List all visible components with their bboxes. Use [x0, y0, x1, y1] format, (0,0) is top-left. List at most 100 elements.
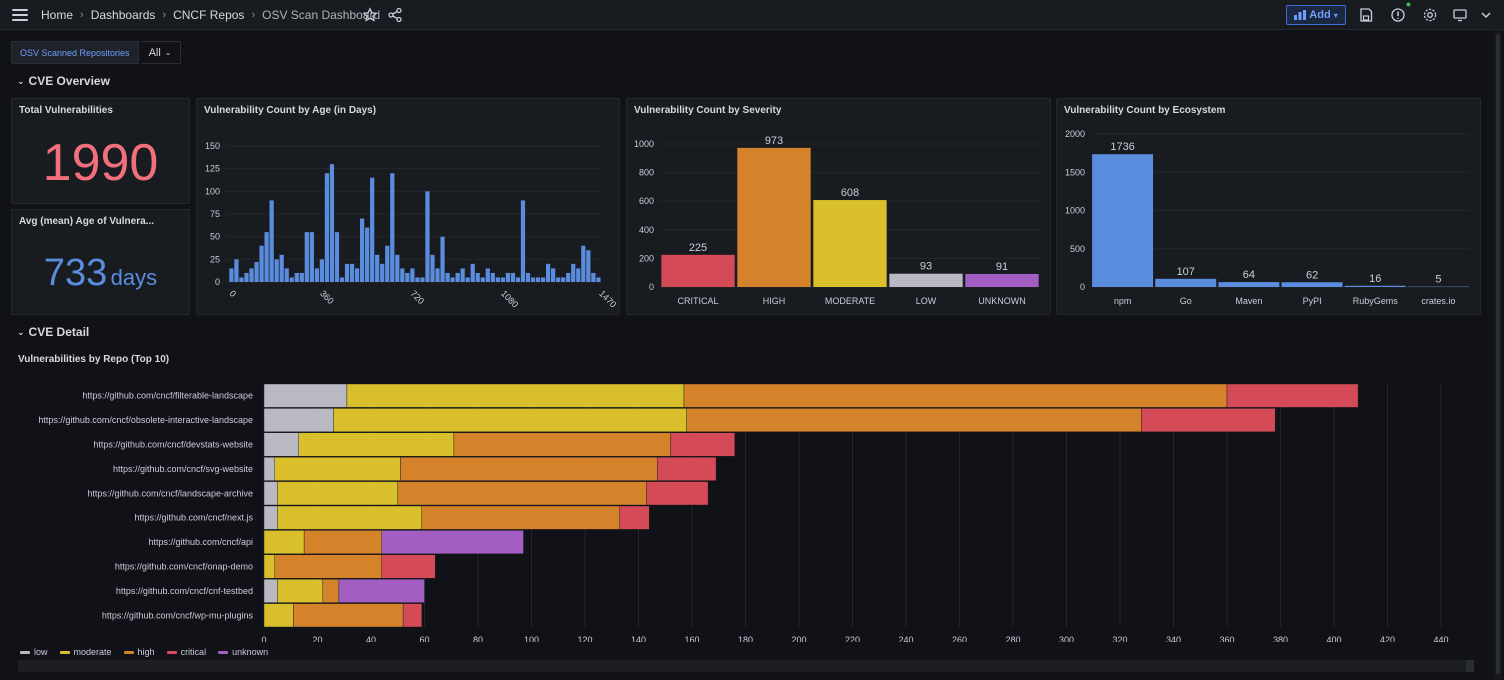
star-icon[interactable]	[362, 7, 378, 23]
add-button-label: Add	[1309, 9, 1331, 21]
y-tick-label: 1000	[634, 139, 654, 149]
repo-bar-low	[263, 383, 348, 408]
legend-item-critical[interactable]: critical	[166, 647, 206, 657]
breadcrumb-dashboards[interactable]: Dashboards	[90, 8, 156, 22]
repo-bar-critical	[1141, 408, 1276, 433]
bar-maven	[1218, 282, 1280, 287]
breadcrumb-folder[interactable]: CNCF Repos	[173, 8, 245, 22]
legend-item-high[interactable]: high	[123, 647, 155, 657]
repo-stacked-bar-chart: 0 20 40 60 80 100 120 140 160 180 200 220 240 260 280 3…	[38, 383, 1449, 642]
bar-npm	[1092, 154, 1154, 287]
filter-label: OSV Scanned Repositories	[11, 41, 139, 64]
row-title: CVE Overview	[28, 74, 110, 88]
filter-select[interactable]: All ⌄	[140, 41, 181, 64]
panel-total-vulnerabilities[interactable]: Total Vulnerabilities 1990	[11, 98, 190, 204]
repo-label: https://github.com/cncf/wp-mu-plugins	[102, 610, 254, 620]
repo-bar-critical	[402, 603, 423, 628]
repo-bar-moderate	[263, 603, 294, 628]
age-bar	[571, 263, 576, 282]
panel-average-age[interactable]: Avg (mean) Age of Vulnera... 733 days	[11, 209, 190, 315]
y-tick-label: 800	[639, 168, 654, 178]
x-tick-label: Maven	[1235, 296, 1262, 306]
legend-item-unknown[interactable]: unknown	[218, 647, 268, 657]
age-bar	[440, 236, 445, 282]
x-tick-label: UNKNOWN	[978, 296, 1026, 306]
age-bar	[460, 268, 465, 282]
x-tick-label: 320	[1112, 635, 1127, 642]
panel-vulnerability-severity[interactable]: Vulnerability Count by Severity 0 200 400 6…	[626, 98, 1051, 315]
age-bar	[294, 272, 299, 282]
legend-swatch	[20, 650, 30, 654]
age-bar	[380, 263, 385, 282]
chevron-down-icon[interactable]	[1478, 7, 1494, 23]
vertical-scrollbar-thumb[interactable]	[1496, 34, 1500, 674]
monitor-icon[interactable]	[1452, 7, 1468, 23]
panel-vulnerability-ecosystem[interactable]: Vulnerability Count by Ecosystem 0 500 100…	[1056, 98, 1481, 315]
age-bar	[425, 191, 430, 282]
x-tick-label: 120	[577, 635, 592, 642]
x-tick-label: 240	[898, 635, 913, 642]
legend-label: low	[34, 647, 48, 657]
repo-bar-moderate	[277, 505, 423, 530]
gear-icon[interactable]	[1422, 7, 1438, 23]
age-bar	[546, 263, 551, 282]
save-icon[interactable]	[1358, 7, 1374, 23]
age-bar	[490, 272, 495, 282]
x-tick-label: 1470	[597, 288, 618, 309]
breadcrumb-home[interactable]: Home	[41, 8, 74, 22]
repo-label: https://github.com/cncf/next.js	[134, 513, 253, 523]
age-bar	[354, 268, 360, 282]
y-tick-label: 150	[205, 141, 220, 151]
age-bar	[234, 259, 239, 282]
repo-label: https://github.com/cncf/devstats-website	[93, 440, 253, 450]
row-cve-detail[interactable]: ⌄ CVE Detail	[17, 325, 89, 339]
insights-icon[interactable]	[1390, 7, 1406, 23]
x-tick-label: 220	[845, 635, 860, 642]
age-bar	[551, 268, 556, 282]
bar-value-label: 5	[1435, 274, 1441, 286]
x-tick-label: 80	[473, 635, 483, 642]
y-tick-label: 50	[210, 232, 220, 242]
add-button[interactable]: Add ▾	[1286, 5, 1346, 25]
legend-label: unknown	[232, 647, 269, 657]
age-bar	[445, 272, 450, 282]
chevron-right-icon: ›	[251, 9, 256, 21]
x-tick-label: PyPI	[1303, 296, 1322, 306]
age-bar	[269, 200, 274, 282]
x-tick-label: 40	[366, 635, 376, 642]
y-tick-label: 125	[205, 164, 220, 174]
age-bar	[586, 250, 591, 282]
age-bar	[556, 277, 561, 282]
horizontal-scrollbar[interactable]	[18, 660, 1474, 672]
y-tick-label: 200	[639, 253, 654, 263]
repo-bar-critical	[619, 505, 650, 530]
repo-label: https://github.com/cncf/svg-website	[113, 464, 253, 474]
x-tick-label: 360	[1219, 635, 1234, 642]
top-navbar: Home › Dashboards › CNCF Repos › OSV Sca…	[0, 0, 1504, 30]
share-icon[interactable]	[387, 7, 403, 23]
age-bar	[239, 277, 244, 282]
x-tick-label: 340	[1166, 635, 1181, 642]
x-tick-label: CRITICAL	[677, 296, 718, 306]
x-tick-label: 440	[1433, 635, 1448, 642]
add-panel-icon	[1294, 10, 1307, 20]
repo-bar-moderate	[346, 383, 685, 408]
age-bar	[324, 173, 330, 282]
panel-title: Vulnerability Count by Age (in Days)	[204, 105, 377, 116]
age-bar	[254, 262, 259, 282]
row-cve-overview[interactable]: ⌄ CVE Overview	[17, 74, 110, 88]
row-title: CVE Detail	[28, 325, 90, 339]
bar-go	[1155, 278, 1217, 287]
panel-vulnerability-age[interactable]: Vulnerability Count by Age (in Days) 0 25…	[196, 98, 620, 315]
repo-bar-high	[274, 554, 382, 579]
legend-item-moderate[interactable]: moderate	[59, 647, 112, 657]
x-tick-label: 380	[1273, 635, 1288, 642]
breadcrumb-current: OSV Scan Dashboard	[262, 8, 381, 22]
age-bar	[339, 277, 345, 282]
repo-bar-critical	[670, 432, 735, 457]
age-bar	[510, 272, 516, 282]
repo-bar-high	[683, 383, 1228, 408]
menu-icon[interactable]	[12, 7, 28, 23]
legend-item-low[interactable]: low	[20, 647, 48, 657]
age-bar	[329, 164, 335, 282]
